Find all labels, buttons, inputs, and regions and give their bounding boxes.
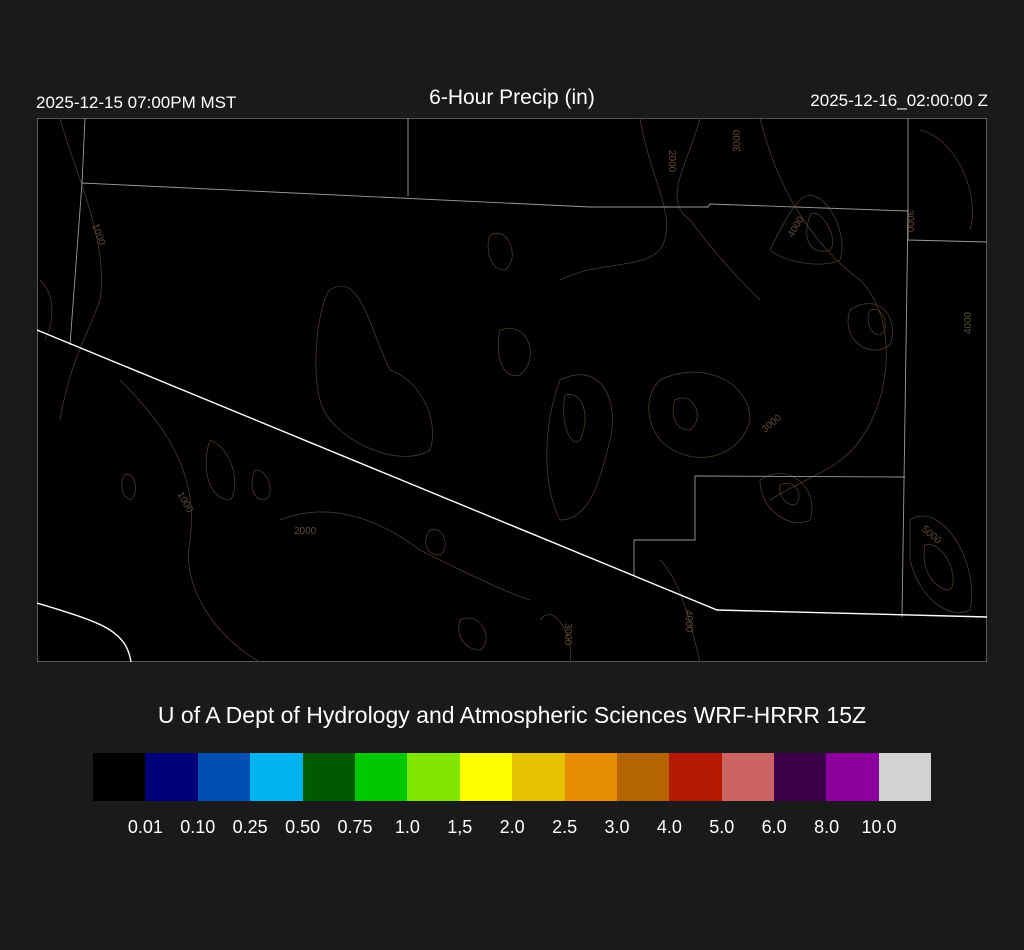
contour-label: 4000	[683, 610, 694, 633]
map-title: 6-Hour Precip (in)	[429, 86, 595, 109]
colorbar-label: 10.0	[861, 817, 897, 837]
contour-label: 2000	[294, 526, 317, 537]
colorbar-label: 5.0	[709, 817, 735, 837]
model-credit: U of A Dept of Hydrology and Atmospheric…	[157, 702, 867, 728]
county-boundaries	[69, 118, 987, 618]
colorbar-swatch	[616, 753, 670, 801]
colorbar-label: 8.0	[814, 817, 840, 837]
colorbar-label: 0.50	[285, 817, 321, 837]
terrain-contours	[39, 118, 973, 662]
colorbar-swatch	[774, 753, 827, 801]
contour-label: 3000	[562, 623, 573, 646]
precip-map: 1000 2000 3000 4000 3000 4000 3000 1000 …	[37, 118, 987, 662]
colorbar-swatch	[354, 753, 408, 801]
colorbar-swatch	[512, 753, 565, 801]
valid-time-label: 2025-12-16_02:00:00 Z	[810, 91, 988, 110]
colorbar-label: 2.0	[499, 817, 525, 837]
contour-label: 4000	[963, 311, 974, 334]
colorbar-label: 4.0	[656, 817, 682, 837]
colorbar	[93, 753, 932, 801]
colorbar-label: 2.5	[552, 817, 578, 837]
contour-label: 3000	[732, 129, 743, 152]
map-frame	[37, 118, 987, 662]
colorbar-swatch	[250, 753, 303, 801]
local-time-label: 2025-12-15 07:00PM MST	[36, 93, 237, 112]
colorbar-label: 1.0	[394, 817, 420, 837]
contour-label: 3000	[904, 210, 915, 233]
colorbar-swatch	[145, 753, 198, 801]
colorbar-label: 0.75	[337, 817, 373, 837]
colorbar-swatch	[564, 753, 617, 801]
colorbar-swatch	[826, 753, 879, 801]
state-boundaries	[37, 329, 987, 662]
colorbar-label: 6.0	[761, 817, 787, 837]
contour-label: 2000	[666, 150, 677, 173]
colorbar-label: 1,5	[447, 817, 473, 837]
colorbar-swatch	[197, 753, 251, 801]
colorbar-swatch	[302, 753, 355, 801]
colorbar-swatch	[459, 753, 513, 801]
colorbar-label: 3.0	[604, 817, 630, 837]
colorbar-label: 0.01	[127, 817, 163, 837]
colorbar-swatch	[669, 753, 722, 801]
colorbar-label: 0.25	[232, 817, 268, 837]
colorbar-swatch	[407, 753, 460, 801]
colorbar-label: 0.10	[180, 817, 216, 837]
colorbar-swatch	[721, 753, 775, 801]
colorbar-swatch	[93, 753, 146, 801]
colorbar-swatch	[878, 753, 932, 801]
colorbar-labels: 0.01 0.10 0.25 0.50 0.75 1.0 1,5 2.0 2.5 3.0 4.0 5.…	[93, 817, 933, 841]
